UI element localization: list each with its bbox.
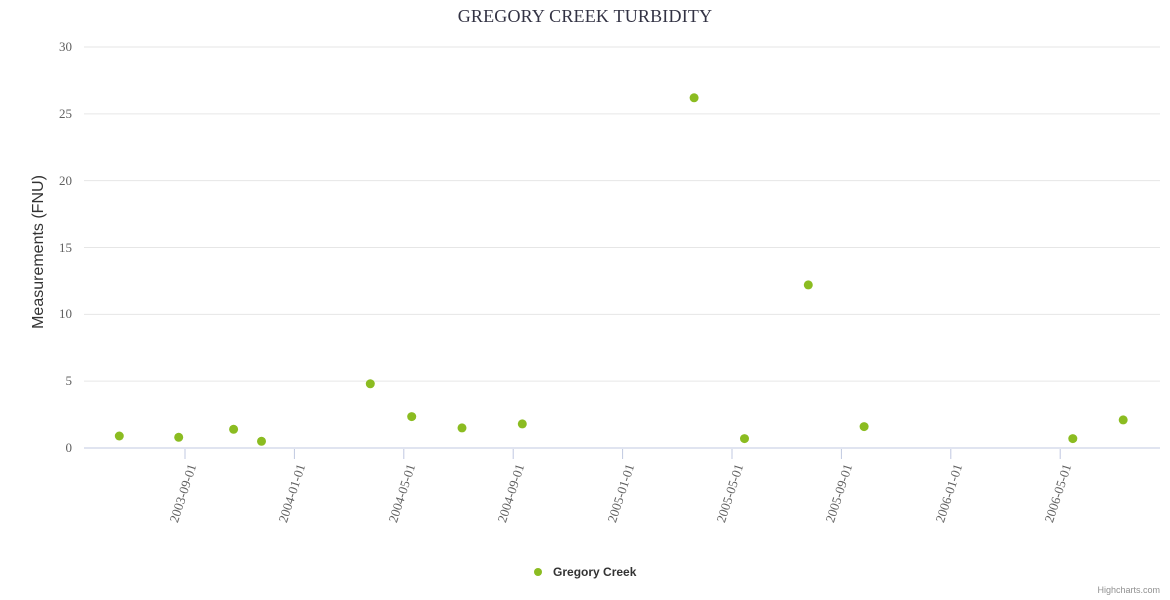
gridlines: [84, 46, 1160, 382]
legend-item-label: Gregory Creek: [553, 564, 637, 579]
scatter-point[interactable]: [407, 412, 417, 422]
y-tick-label: 0: [65, 440, 73, 455]
chart-title: GREGORY CREEK TURBIDITY: [457, 6, 713, 26]
scatter-point[interactable]: [365, 379, 375, 389]
y-tick-label: 20: [59, 172, 72, 188]
scatter-point[interactable]: [740, 434, 749, 444]
y-tick-label: 10: [59, 306, 72, 322]
scatter-point[interactable]: [1118, 415, 1128, 425]
scatter-point[interactable]: [229, 424, 239, 434]
chart-legend: Gregory Creek: [0, 563, 1170, 581]
y-tick-label: 30: [59, 39, 72, 54]
scatter-point[interactable]: [257, 436, 266, 446]
legend-marker-icon: [533, 567, 542, 576]
y-tick-label: 15: [59, 239, 72, 255]
scatter-point[interactable]: [457, 423, 467, 433]
scatter-point[interactable]: [859, 422, 869, 432]
scatter-point[interactable]: [517, 419, 527, 429]
scatter-point[interactable]: [689, 93, 699, 103]
y-tick-label: 5: [65, 373, 73, 389]
credits-link[interactable]: Highcharts.com: [1097, 585, 1160, 595]
scatter-points[interactable]: [114, 93, 1128, 446]
legend-item-gregory-creek[interactable]: Gregory Creek: [533, 563, 637, 581]
x-axis-ticks: [184, 449, 1061, 459]
scatter-point[interactable]: [1068, 434, 1078, 444]
scatter-point[interactable]: [803, 280, 813, 290]
scatter-point[interactable]: [114, 431, 124, 441]
y-tick-label: 25: [59, 105, 72, 121]
scatter-point[interactable]: [174, 432, 184, 442]
